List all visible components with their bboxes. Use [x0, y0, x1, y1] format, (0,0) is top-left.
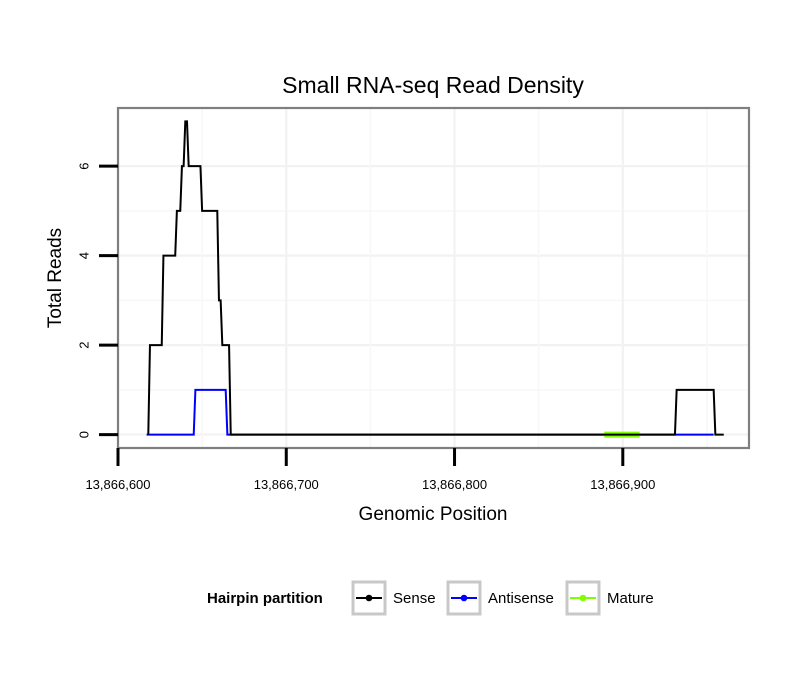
y-tick-label: 6: [76, 163, 91, 170]
legend-key-mature-dot: [579, 594, 587, 602]
x-tick-label: 13,866,800: [422, 477, 487, 492]
x-tick-label: 13,866,900: [590, 477, 655, 492]
legend: Hairpin partition Sense Antisense Mature: [207, 580, 654, 616]
y-tick-label: 0: [76, 431, 91, 438]
legend-label-antisense: Antisense: [488, 590, 554, 607]
series-lines: [146, 120, 724, 438]
legend-title: Hairpin partition: [207, 590, 323, 607]
y-axis: 0 2 4 6: [76, 163, 118, 438]
plot-border: [116, 106, 751, 450]
x-tick-label: 13,866,700: [254, 477, 319, 492]
legend-label-sense: Sense: [393, 590, 436, 607]
y-tick-label: 4: [76, 252, 91, 259]
legend-label-mature: Mature: [607, 590, 654, 607]
y-axis-label: Total Reads: [45, 228, 66, 328]
y-tick-label: 2: [76, 341, 91, 348]
plot-panel: [118, 108, 749, 448]
x-axis-label: Genomic Position: [359, 504, 508, 525]
legend-key-antisense-dot: [460, 594, 468, 602]
x-tick-label: 13,866,600: [85, 477, 150, 492]
series-line-sense: [147, 120, 724, 436]
chart-title: Small RNA-seq Read Density: [282, 72, 584, 98]
x-axis: 13,866,600 13,866,700 13,866,800 13,866,900: [85, 448, 655, 492]
plot-area: [116, 106, 751, 450]
legend-key-sense-dot: [365, 594, 373, 602]
